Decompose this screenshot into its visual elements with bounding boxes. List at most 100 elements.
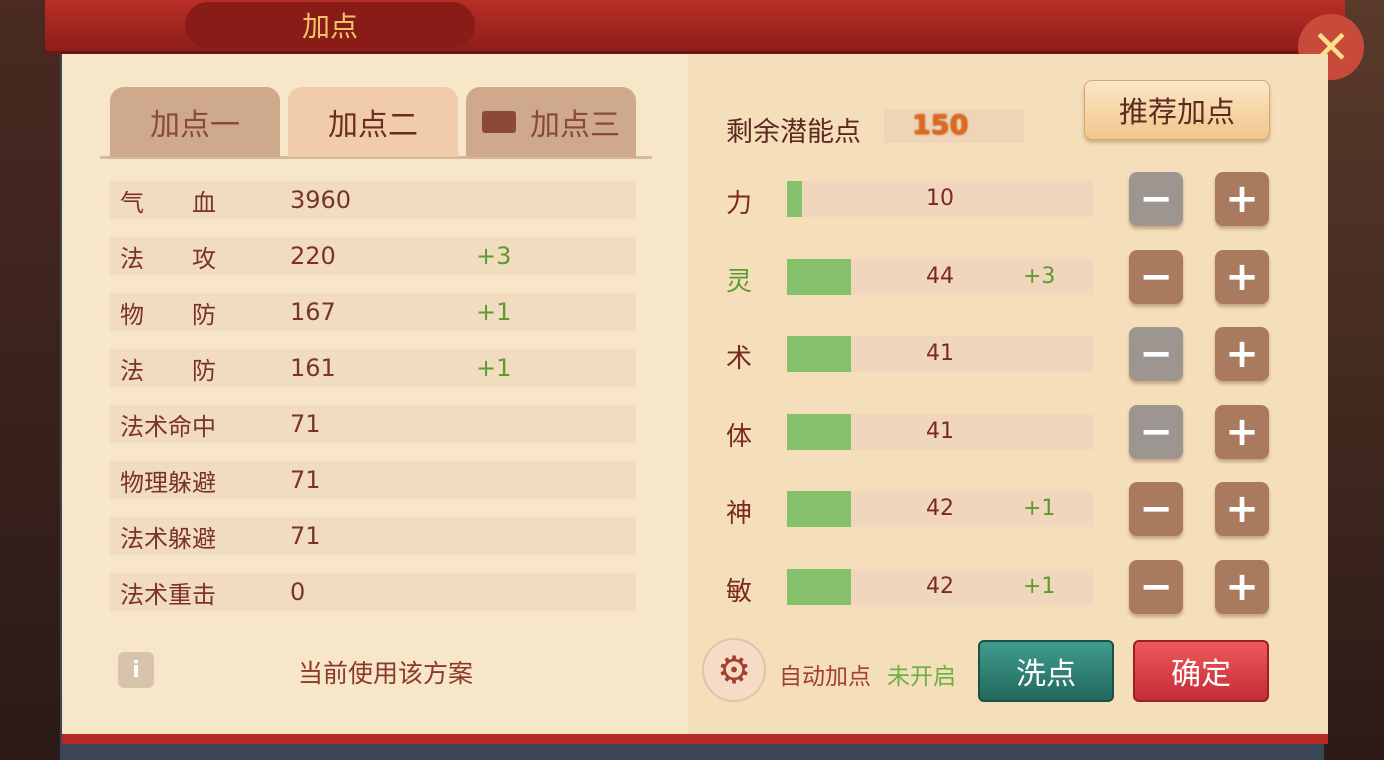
attribute-name: 术 <box>726 344 753 374</box>
decrease-button[interactable]: − <box>1129 249 1183 304</box>
decrease-button[interactable]: − <box>1129 482 1183 536</box>
background-right <box>1324 0 1384 760</box>
plus-icon: + <box>1225 253 1259 300</box>
stat-value: 71 <box>290 522 321 550</box>
stat-value: 71 <box>290 466 321 494</box>
attribute-value: 10 <box>926 186 954 211</box>
stat-row: 气 血 3960 <box>110 181 636 219</box>
minus-icon: − <box>1139 331 1173 377</box>
tab-label: 加点一 <box>150 108 240 143</box>
attribute-name: 体 <box>726 421 753 452</box>
increase-button[interactable]: + <box>1215 249 1269 304</box>
stats-section: 加点一 加点二 加点三气 血 3960 法 攻 220 +3 物 防 167 +1 法 防 161 +1… <box>62 54 688 734</box>
increase-button[interactable]: + <box>1215 404 1269 459</box>
stat-value: 0 <box>290 578 306 606</box>
decrease-button[interactable]: − <box>1129 404 1183 459</box>
stat-name: 法术躲避 <box>120 524 216 553</box>
plus-icon: + <box>1225 563 1259 610</box>
recommend-button[interactable]: 推荐加点 <box>1084 80 1270 140</box>
stat-row: 法术重击 0 <box>110 573 636 611</box>
attribute-bar-fill <box>787 181 803 217</box>
stat-name: 法术命中 <box>120 412 216 441</box>
attribute-value: 42 <box>926 496 954 521</box>
gear-icon: ⚙ <box>716 648 752 692</box>
background-left <box>0 0 60 760</box>
panel: 加点一 加点二 加点三气 血 3960 法 攻 220 +3 物 防 167 +1 法 防 161 +1… <box>62 54 1328 744</box>
auto-add-settings-button[interactable]: ⚙ <box>702 638 766 702</box>
plus-icon: + <box>1225 408 1259 455</box>
attribute-bar: 10 <box>787 181 1093 217</box>
stat-row: 法术命中 71 <box>110 405 636 443</box>
stat-value: 167 <box>290 298 336 326</box>
attribute-bonus: +1 <box>1023 573 1056 599</box>
increase-button[interactable]: + <box>1215 327 1269 381</box>
attribute-bar: 41 <box>787 336 1093 372</box>
window-title: 加点 <box>301 10 358 43</box>
attribute-bar-fill <box>787 491 852 527</box>
attribute-value: 41 <box>926 341 954 366</box>
tab-label: 加点三 <box>530 108 620 143</box>
increase-button[interactable]: + <box>1215 482 1269 536</box>
stat-row: 法 防 161 +1 <box>110 349 636 387</box>
decrease-button[interactable]: − <box>1129 327 1183 381</box>
reset-points-button[interactable]: 洗点 <box>978 640 1114 702</box>
stat-row: 法术躲避 71 <box>110 517 636 555</box>
attribute-bar: 41 <box>787 413 1093 450</box>
decrease-button[interactable]: − <box>1129 172 1183 226</box>
plus-icon: + <box>1225 176 1259 222</box>
stat-bonus: +1 <box>476 298 512 326</box>
stat-name: 法 攻 <box>120 244 216 273</box>
attribute-name: 灵 <box>726 266 753 297</box>
stat-name: 物 防 <box>120 300 216 329</box>
stat-name: 物理躲避 <box>120 468 216 497</box>
tab-3[interactable]: 加点三 <box>466 87 636 157</box>
tab-label: 加点二 <box>328 108 418 143</box>
attribute-name: 神 <box>726 499 753 529</box>
attribute-bar-fill <box>787 336 852 372</box>
attribute-bonus: +3 <box>1023 263 1056 289</box>
remaining-points-value: 150 <box>884 109 1024 143</box>
current-scheme-text: 当前使用该方案 <box>298 659 474 688</box>
stat-bonus: +3 <box>476 242 512 270</box>
stat-value: 71 <box>290 410 321 438</box>
attribute-value: 41 <box>926 418 954 444</box>
tab-1[interactable]: 加点一 <box>110 87 280 157</box>
attributes-section: 剩余潜能点 150 推荐加点 ⚙ 自动加点 未开启 洗点 确定 力 10 − + 灵 44… <box>688 54 1328 734</box>
minus-icon: − <box>1139 408 1173 455</box>
minus-icon: − <box>1139 563 1173 610</box>
attribute-bonus: +1 <box>1023 496 1056 521</box>
minus-icon: − <box>1139 176 1173 222</box>
attribute-value: 44 <box>926 263 954 289</box>
stat-row: 物理躲避 71 <box>110 461 636 499</box>
auto-add-label: 自动加点 <box>779 664 871 690</box>
attribute-name: 敏 <box>726 576 753 607</box>
chest-icon <box>482 111 516 133</box>
tab-2[interactable]: 加点二 <box>288 87 458 157</box>
stat-name: 法术重击 <box>120 580 216 609</box>
info-icon[interactable]: i <box>118 652 154 688</box>
title-banner: 加点 <box>185 2 475 48</box>
stat-name: 气 血 <box>120 188 216 217</box>
stat-value: 220 <box>290 242 336 270</box>
attribute-bar: 42 +1 <box>787 568 1093 605</box>
attribute-bar-fill <box>787 258 852 295</box>
increase-button[interactable]: + <box>1215 559 1269 614</box>
minus-icon: − <box>1139 486 1173 532</box>
tab-divider <box>100 156 652 159</box>
attribute-bar-fill <box>787 568 852 605</box>
stat-bonus: +1 <box>476 354 512 382</box>
minus-icon: − <box>1139 253 1173 300</box>
increase-button[interactable]: + <box>1215 172 1269 226</box>
stat-row: 物 防 167 +1 <box>110 293 636 331</box>
stat-value: 161 <box>290 354 336 382</box>
confirm-button[interactable]: 确定 <box>1133 640 1269 702</box>
auto-add-status: 未开启 <box>887 664 956 690</box>
window-header: 加点 <box>45 0 1345 54</box>
stat-row: 法 攻 220 +3 <box>110 237 636 275</box>
decrease-button[interactable]: − <box>1129 559 1183 614</box>
stat-value: 3960 <box>290 186 352 214</box>
stat-name: 法 防 <box>120 356 216 385</box>
plus-icon: + <box>1225 486 1259 532</box>
attribute-value: 42 <box>926 573 954 599</box>
plus-icon: + <box>1225 331 1259 377</box>
